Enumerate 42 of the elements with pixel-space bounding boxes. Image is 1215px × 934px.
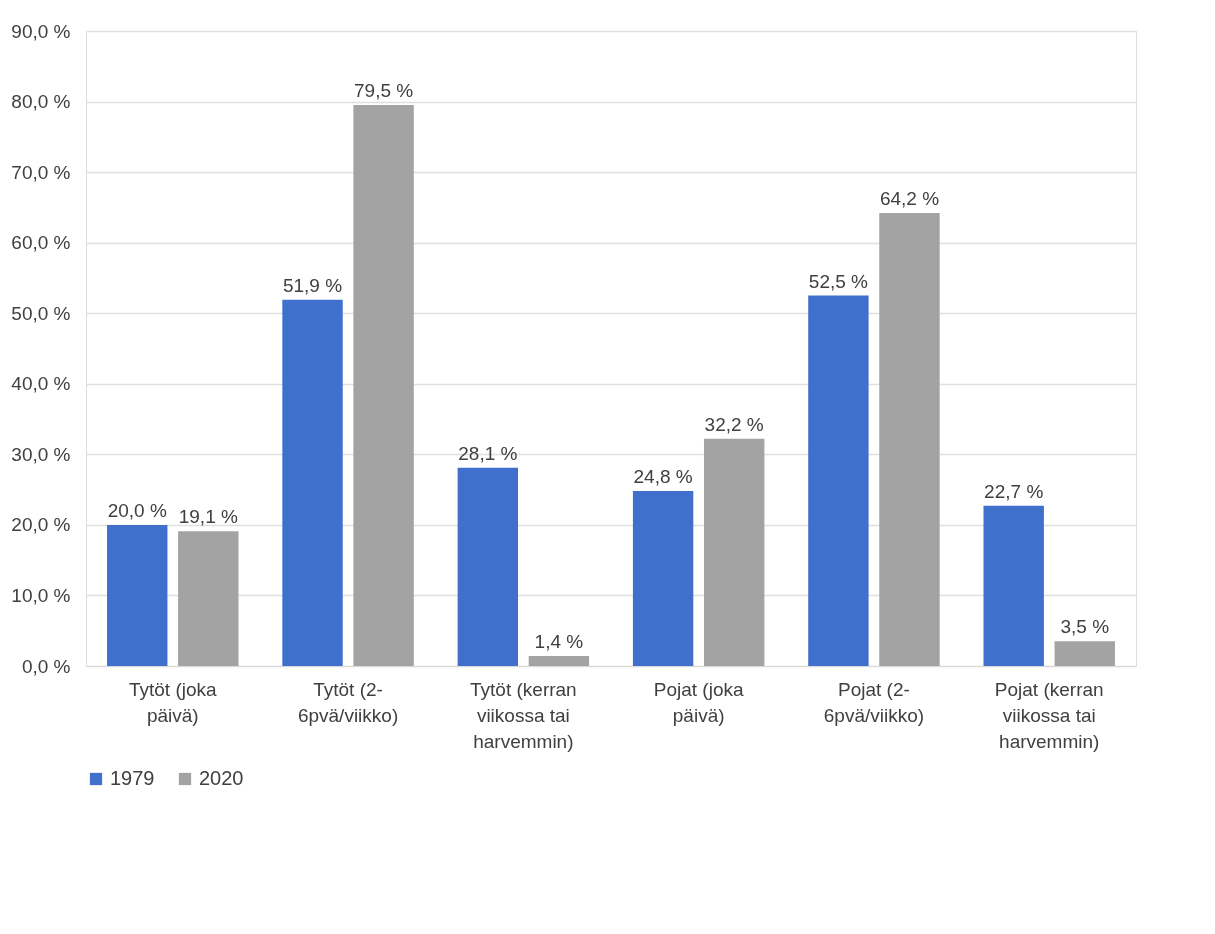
y-tick-label: 10,0 % [11, 584, 71, 606]
y-tick-label: 20,0 % [11, 514, 71, 536]
x-tick-label: Tytöt (2-6pvä/viikko) [297, 678, 399, 726]
data-label: 24,8 % [633, 466, 693, 488]
data-label: 51,9 % [282, 274, 343, 296]
y-tick-label: 90,0 % [11, 20, 71, 42]
bar [983, 505, 1044, 666]
bar [528, 656, 590, 666]
bar [703, 438, 765, 666]
data-label: 79,5 % [354, 80, 414, 102]
bar [632, 491, 694, 666]
data-label: 3,5 % [1060, 616, 1110, 638]
bar [107, 524, 168, 666]
bar [178, 531, 239, 666]
data-label: 52,5 % [808, 270, 869, 292]
x-tick-label: Pojat (2-6pvä/viikko) [823, 678, 925, 726]
data-label: 19,1 % [178, 506, 238, 528]
bar [282, 299, 343, 666]
y-tick-label: 30,0 % [11, 443, 71, 465]
y-tick-label: 70,0 % [11, 161, 71, 183]
y-tick-label: 0,0 % [21, 655, 71, 677]
bar [353, 105, 414, 666]
x-tick-label: Tytöt (kerran viikossa tai harvemmin) [470, 678, 577, 752]
x-tick-label: Tytöt (joka päivä) [128, 678, 218, 726]
bar [879, 213, 940, 666]
data-label: 1,4 % [534, 631, 584, 653]
bar [808, 295, 869, 666]
y-tick-label: 50,0 % [11, 302, 71, 324]
legend-label: 2020 [199, 767, 244, 789]
bar [1054, 641, 1115, 666]
data-label: 20,0 % [107, 499, 167, 521]
x-tick-label: Pojat (joka päivä) [653, 678, 744, 726]
data-label: 28,1 % [458, 442, 518, 464]
x-tick-label: Pojat (kerran viikossa tai harvemmin) [994, 678, 1104, 752]
bar [457, 467, 519, 666]
y-tick-label: 60,0 % [11, 232, 71, 254]
data-label: 32,2 % [704, 413, 764, 435]
legend-label: 1979 [110, 767, 155, 789]
data-label: 22,7 % [984, 480, 1044, 502]
y-tick-label: 40,0 % [11, 373, 71, 395]
data-label: 64,2 % [879, 188, 940, 210]
y-tick-label: 80,0 % [11, 91, 71, 113]
